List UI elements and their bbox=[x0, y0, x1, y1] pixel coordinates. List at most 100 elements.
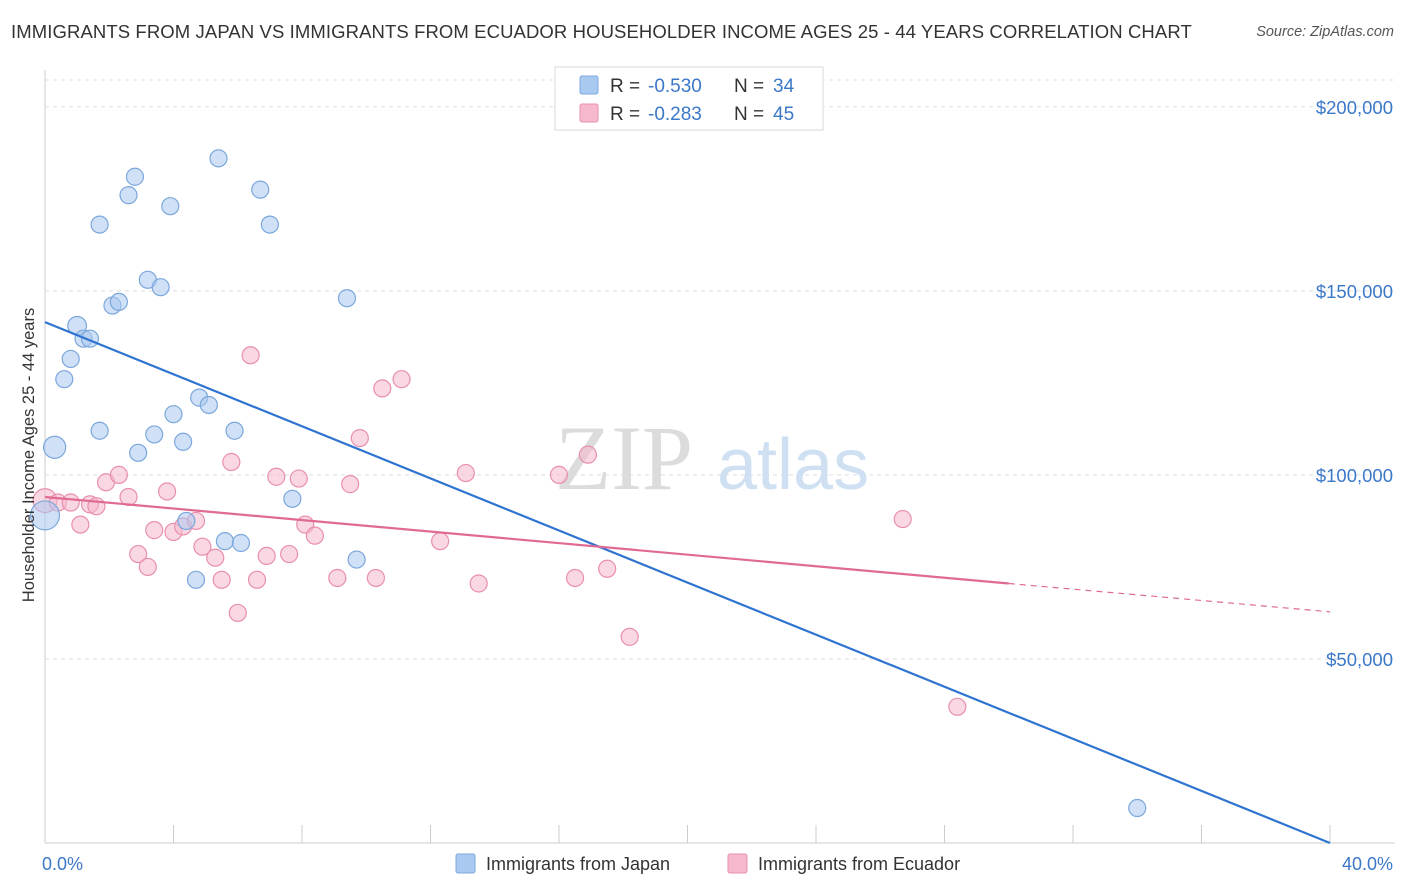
japan-point bbox=[199, 395, 218, 415]
japan-point bbox=[129, 443, 148, 462]
chart-title: IMMIGRANTS FROM JAPAN VS IMMIGRANTS FROM… bbox=[11, 21, 1192, 42]
japan-point bbox=[29, 500, 61, 531]
y-tick-label: $100,000 bbox=[1316, 465, 1393, 486]
watermark-atlas: atlas bbox=[717, 425, 869, 505]
ecuador-point bbox=[549, 465, 569, 485]
legend-ecuador-n-value: 45 bbox=[773, 104, 794, 125]
ecuador-point bbox=[267, 467, 286, 486]
japan-point bbox=[260, 215, 279, 234]
ecuador-point bbox=[305, 526, 324, 545]
ecuador-points bbox=[32, 346, 967, 716]
legend-ecuador-r-value: -0.283 bbox=[648, 104, 702, 125]
japan-point bbox=[283, 489, 302, 508]
ecuador-point bbox=[893, 509, 912, 529]
japan-point bbox=[161, 197, 180, 216]
japan-point bbox=[90, 215, 109, 234]
japan-point bbox=[215, 532, 234, 551]
y-axis-label: Householder Income Ages 25 - 44 years bbox=[20, 308, 38, 602]
ecuador-point bbox=[578, 445, 598, 464]
ecuador-point bbox=[257, 546, 276, 565]
legend-japan-swatch bbox=[579, 75, 599, 95]
japan-point bbox=[109, 292, 128, 311]
ecuador-point bbox=[431, 532, 450, 551]
japan-point bbox=[225, 421, 244, 440]
japan-point bbox=[151, 278, 170, 297]
ecuador-trend-line bbox=[44, 495, 1009, 585]
legend-japan-n-value: 34 bbox=[773, 76, 795, 97]
series-legend: Immigrants from Japan Immigrants from Ec… bbox=[455, 853, 960, 874]
watermark: ZIP atlas bbox=[555, 407, 869, 509]
ecuador-point bbox=[456, 463, 475, 483]
legend-japan-n-label: N = bbox=[734, 76, 764, 97]
bottom-legend-japan-label: Immigrants from Japan bbox=[486, 854, 670, 874]
watermark-zip: ZIP bbox=[555, 407, 693, 509]
japan-point bbox=[186, 570, 206, 589]
japan-point bbox=[337, 289, 357, 308]
bottom-legend-ecuador-swatch bbox=[727, 853, 748, 874]
ecuador-point bbox=[373, 379, 392, 398]
ecuador-point bbox=[206, 548, 225, 567]
japan-point bbox=[125, 167, 145, 186]
ecuador-point bbox=[392, 370, 411, 389]
source-label: Source: ZipAtlas.com bbox=[1256, 24, 1394, 40]
ecuador-point bbox=[228, 603, 247, 623]
ecuador-point bbox=[598, 559, 617, 578]
japan-point bbox=[145, 425, 164, 444]
axes: $50,000 $100,000 $150,000 $200,000 0.0% 40.0% bbox=[42, 70, 1395, 874]
legend-ecuador-swatch bbox=[579, 103, 599, 123]
ecuador-point bbox=[948, 697, 967, 716]
japan-point bbox=[1128, 798, 1147, 818]
legend-japan-r-label: R = bbox=[610, 76, 640, 97]
ecuador-trend-extension bbox=[1008, 582, 1331, 613]
japan-point bbox=[42, 435, 67, 459]
ecuador-point bbox=[109, 465, 128, 485]
ecuador-point bbox=[61, 493, 80, 512]
japan-point bbox=[251, 180, 270, 199]
ecuador-point bbox=[193, 537, 212, 556]
japan-point bbox=[209, 149, 228, 168]
bottom-legend-japan-swatch bbox=[455, 853, 476, 874]
ecuador-point bbox=[212, 570, 231, 589]
ecuador-point bbox=[138, 557, 157, 577]
gridlines bbox=[45, 79, 1395, 660]
trend-lines bbox=[44, 321, 1331, 845]
ecuador-point bbox=[145, 521, 164, 540]
ecuador-point bbox=[366, 568, 385, 588]
y-tick-label: $50,000 bbox=[1326, 649, 1393, 670]
japan-point bbox=[177, 511, 196, 531]
ecuador-point bbox=[289, 469, 308, 488]
ecuador-point bbox=[280, 544, 299, 564]
japan-trend-line bbox=[44, 321, 1331, 845]
x-tick-label: 40.0% bbox=[1342, 854, 1393, 874]
y-tick-label: $150,000 bbox=[1316, 281, 1393, 302]
ecuador-point bbox=[241, 346, 260, 365]
ecuador-point bbox=[565, 568, 585, 588]
japan-point bbox=[119, 186, 138, 205]
stats-legend-box bbox=[554, 66, 824, 131]
ecuador-point bbox=[328, 568, 347, 588]
bottom-legend-ecuador-label: Immigrants from Ecuador bbox=[758, 854, 960, 874]
japan-point bbox=[90, 421, 109, 440]
japan-point bbox=[55, 370, 74, 389]
japan-points bbox=[29, 149, 1147, 818]
ecuador-point bbox=[350, 428, 369, 448]
ecuador-point bbox=[469, 574, 488, 593]
japan-point bbox=[164, 405, 183, 424]
ecuador-point bbox=[157, 482, 177, 501]
y-tick-label: $200,000 bbox=[1316, 97, 1393, 118]
ecuador-point bbox=[247, 570, 267, 589]
japan-point bbox=[231, 533, 251, 553]
ecuador-point bbox=[620, 627, 639, 646]
japan-point bbox=[174, 432, 193, 451]
stats-legend: R = -0.530 N = 34 R = -0.283 N = 45 bbox=[554, 66, 824, 131]
ecuador-point bbox=[71, 515, 90, 534]
legend-ecuador-r-label: R = bbox=[610, 104, 640, 125]
japan-point bbox=[61, 349, 80, 369]
legend-ecuador-n-label: N = bbox=[734, 104, 764, 125]
x-tick-label: 0.0% bbox=[42, 854, 83, 874]
legend-japan-r-value: -0.530 bbox=[648, 76, 702, 97]
ecuador-point bbox=[341, 475, 360, 494]
japan-point bbox=[347, 550, 366, 569]
ecuador-point bbox=[129, 544, 148, 564]
